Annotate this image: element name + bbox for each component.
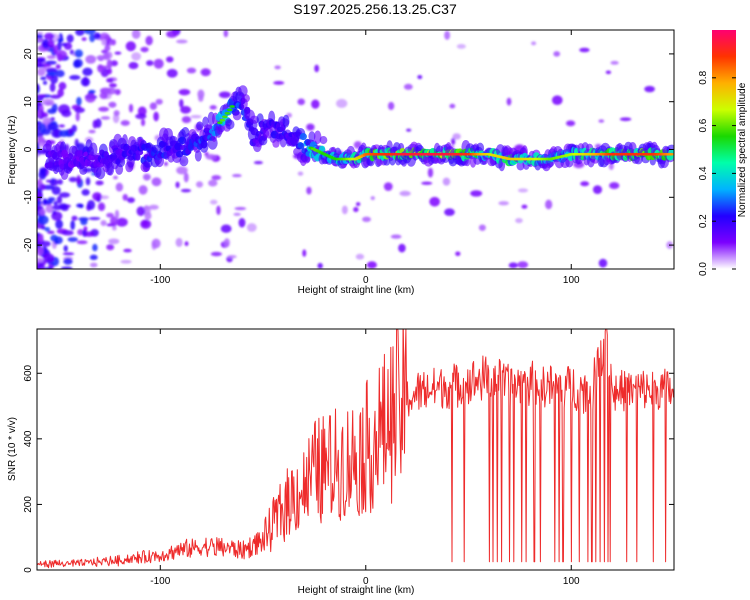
snr-x-axis-label: Height of straight line (km)	[298, 585, 415, 596]
snr-y-tick-label: 400	[23, 430, 34, 447]
spectrogram-y-tick-label: 20	[23, 48, 34, 60]
colorbar-tick-label: 0.8	[698, 70, 709, 84]
spectrogram-x-tick-label: 100	[563, 275, 580, 286]
spectrogram-y-ticks: -20 -10 0 10 20	[23, 48, 674, 252]
colorbar-tick-label: 0.0	[698, 262, 709, 276]
snr-panel: -100 0 100 0 200 400 600 Height of straight l…	[7, 328, 675, 596]
spectrogram-y-tick-label: -20	[23, 237, 34, 252]
spectrogram-y-tick-label: 0	[23, 146, 34, 152]
colorbar-ticks: 0.0 0.2 0.4 0.6 0.8	[698, 70, 736, 276]
spectrogram-x-axis-label: Height of straight line (km)	[298, 285, 415, 296]
snr-frame	[36, 328, 675, 571]
snr-y-ticks: 0 200 400 600	[23, 364, 674, 573]
spectrogram-noise	[37, 30, 674, 269]
snr-y-tick-label: 600	[23, 364, 34, 381]
snr-y-tick-label: 200	[23, 496, 34, 513]
spectrogram-y-tick-label: 10	[23, 96, 34, 108]
figure-title: S197.2025.256.13.25.C37	[293, 1, 457, 17]
colorbar-gradient	[712, 30, 736, 269]
snr-y-axis-label: SNR (10 * v/v)	[7, 417, 18, 481]
colorbar: 0.0 0.2 0.4 0.6 0.8 Normalized spectral ampl…	[698, 30, 748, 276]
colorbar-tick-label: 0.6	[698, 118, 709, 132]
spectrogram-image	[37, 30, 674, 269]
snr-x-tick-label: 0	[363, 576, 369, 587]
spectrogram-x-tick-label: -100	[150, 275, 170, 286]
snr-x-tick-label: -100	[150, 576, 170, 587]
colorbar-label: Normalized spectral amplitude	[737, 82, 748, 217]
snr-series-line	[37, 329, 674, 569]
snr-y-tick-label: 0	[23, 567, 34, 573]
spectrogram-y-axis-label: Frequency (Hz)	[7, 116, 18, 185]
spectrogram-y-tick-label: -10	[23, 190, 34, 205]
snr-x-tick-label: 100	[563, 576, 580, 587]
colorbar-tick-label: 0.4	[698, 166, 709, 180]
spectrogram-ridge	[42, 85, 674, 180]
spectrogram-x-tick-label: 0	[363, 275, 369, 286]
colorbar-tick-label: 0.2	[698, 214, 709, 228]
snr-x-ticks: -100 0 100	[150, 329, 580, 587]
spectrogram-x-ticks: -100 0 100	[150, 30, 580, 286]
